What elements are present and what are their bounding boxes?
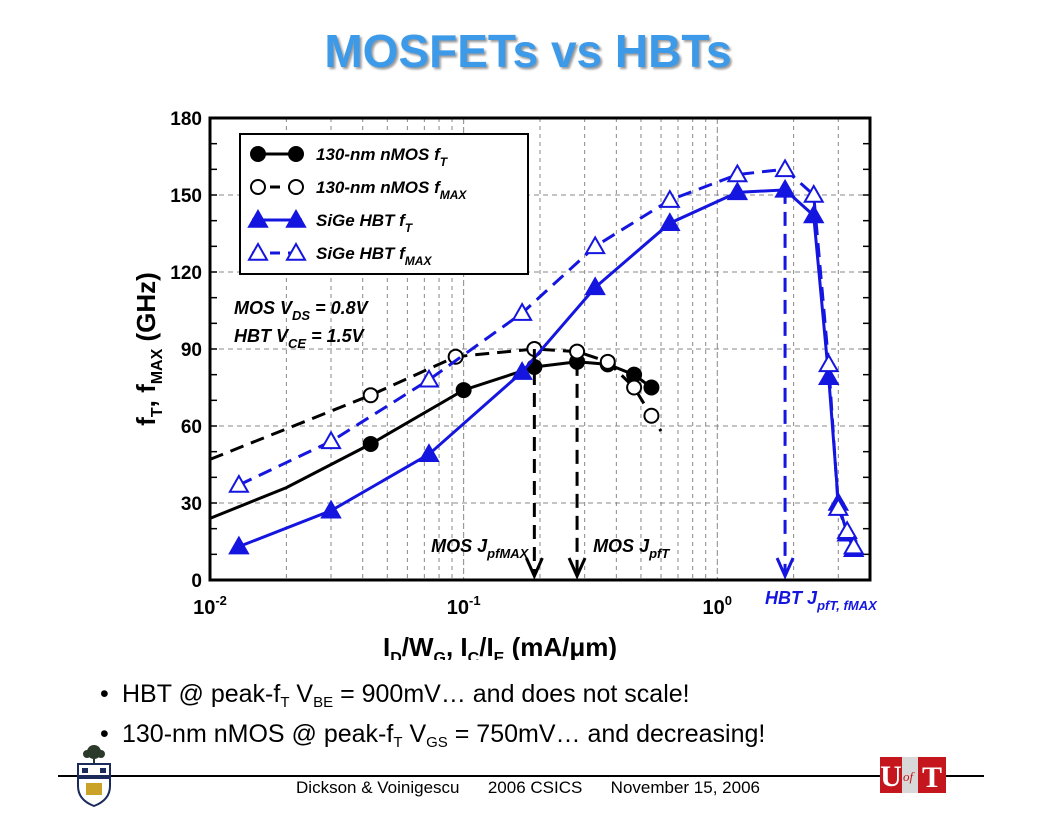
arrow-label: HBT JpfT, fMAX xyxy=(765,588,878,613)
arrow-head xyxy=(567,557,587,580)
data-point xyxy=(418,368,440,388)
slide-title: MOSFETs vs HBTs xyxy=(324,25,732,77)
data-point xyxy=(285,208,307,228)
bullet-text: = 750mV… and decreasing! xyxy=(447,720,766,748)
legend-box xyxy=(239,133,529,275)
data-point xyxy=(362,387,379,404)
bullet-text: 130-nm nMOS @ peak-f xyxy=(122,720,394,748)
arrow-0 xyxy=(524,349,544,580)
data-point xyxy=(584,235,606,255)
data-point xyxy=(659,189,681,208)
data-point xyxy=(285,241,307,261)
arrow-head xyxy=(775,557,795,580)
series-3 xyxy=(228,158,865,555)
data-point xyxy=(726,163,749,183)
data-point xyxy=(288,146,304,162)
legend-label: SiGe HBT fMAX xyxy=(316,244,432,268)
svg-text:T: T xyxy=(922,761,942,793)
data-point xyxy=(818,353,840,373)
y-axis-label: fT, fMAX (GHz) xyxy=(131,272,166,426)
data-point xyxy=(418,443,440,462)
data-point xyxy=(836,520,858,539)
data-point xyxy=(643,407,660,424)
bullet-text: V xyxy=(402,720,427,748)
arrow-2 xyxy=(775,189,795,580)
arrow-head xyxy=(524,557,544,580)
data-point xyxy=(803,183,825,203)
annotation-mos-vds: MOS VDS = 0.8V xyxy=(234,298,370,323)
series-1 xyxy=(209,341,663,461)
bullet-text: = 900mV… and does not scale! xyxy=(333,680,690,708)
data-point xyxy=(320,499,342,519)
data-point xyxy=(511,302,533,321)
data-point xyxy=(247,208,269,228)
svg-text:U: U xyxy=(880,760,902,793)
subscript: GS xyxy=(426,734,448,751)
x-tick-label: 100 xyxy=(703,593,732,619)
data-point xyxy=(626,379,643,396)
data-point xyxy=(842,535,865,555)
y-tick-label: 120 xyxy=(170,263,202,284)
bullet-hbt: • HBT @ peak-fT VBE = 900mV… and does not… xyxy=(100,680,690,711)
data-point xyxy=(247,241,269,261)
y-tick-label: 0 xyxy=(191,571,202,592)
data-point xyxy=(584,276,606,296)
y-tick-label: 60 xyxy=(181,417,202,438)
legend-label: 130-nm nMOS fT xyxy=(316,145,449,169)
data-point xyxy=(250,179,266,195)
subscript: T xyxy=(280,694,290,711)
data-point xyxy=(827,497,850,516)
bullet-text: HBT @ peak-f xyxy=(122,680,281,708)
y-tick-label: 90 xyxy=(181,340,202,361)
arrow-1 xyxy=(567,361,587,580)
arrow-label: MOS JpfMAX xyxy=(431,536,530,561)
data-point xyxy=(569,343,586,360)
x-tick-label: 10-1 xyxy=(447,593,481,619)
legend: 130-nm nMOS fT 130-nm nMOS fMAX SiGe HBT f… xyxy=(239,133,529,275)
legend-label: SiGe HBT fT xyxy=(316,211,414,235)
plot-frame xyxy=(208,116,872,582)
bullet-list: • HBT @ peak-fT VBE = 900mV… and does not… xyxy=(100,676,765,756)
footer-rule xyxy=(58,775,984,777)
data-point xyxy=(803,204,825,224)
data-point xyxy=(659,212,681,231)
arrow-label: MOS JpfT xyxy=(593,536,670,561)
x-tick-label: 10-2 xyxy=(193,593,227,619)
bullet-mos: • 130-nm nMOS @ peak-fT VGS = 750mV… and … xyxy=(100,720,766,751)
data-point xyxy=(320,430,342,450)
x-axis-label: ID/WG, IC/IE (mA/μm) xyxy=(383,632,617,660)
uoft-logo: U of T xyxy=(880,757,946,793)
subscript: BE xyxy=(313,694,334,711)
data-point xyxy=(774,158,796,178)
bullet-text: V xyxy=(289,680,314,708)
legend-label: 130-nm nMOS fMAX xyxy=(316,178,467,202)
data-point xyxy=(599,353,616,370)
y-tick-label: 150 xyxy=(170,186,202,207)
svg-text:of: of xyxy=(903,769,916,784)
data-point xyxy=(643,379,660,396)
data-point xyxy=(447,348,464,365)
y-tick-label: 30 xyxy=(181,494,202,515)
series-line xyxy=(209,347,663,461)
data-point xyxy=(288,179,304,195)
annotation-hbt-vce: HBT VCE = 1.5V xyxy=(234,326,366,351)
university-crest-logo xyxy=(77,745,111,808)
y-tick-label: 180 xyxy=(170,109,202,130)
data-point xyxy=(228,535,250,555)
subscript: T xyxy=(393,734,403,751)
data-point xyxy=(455,382,472,399)
footer-text: Dickson & Voinigescu 2006 CSICS November… xyxy=(296,778,760,797)
data-point xyxy=(228,474,250,493)
data-point xyxy=(250,146,266,162)
ft-fmax-chart: 0 30 60 90 120 150 180 10-2 10-1 100 ID/WG, IC/IE … xyxy=(131,109,878,660)
data-point xyxy=(726,181,749,201)
data-point xyxy=(511,361,533,380)
data-point xyxy=(362,435,379,452)
